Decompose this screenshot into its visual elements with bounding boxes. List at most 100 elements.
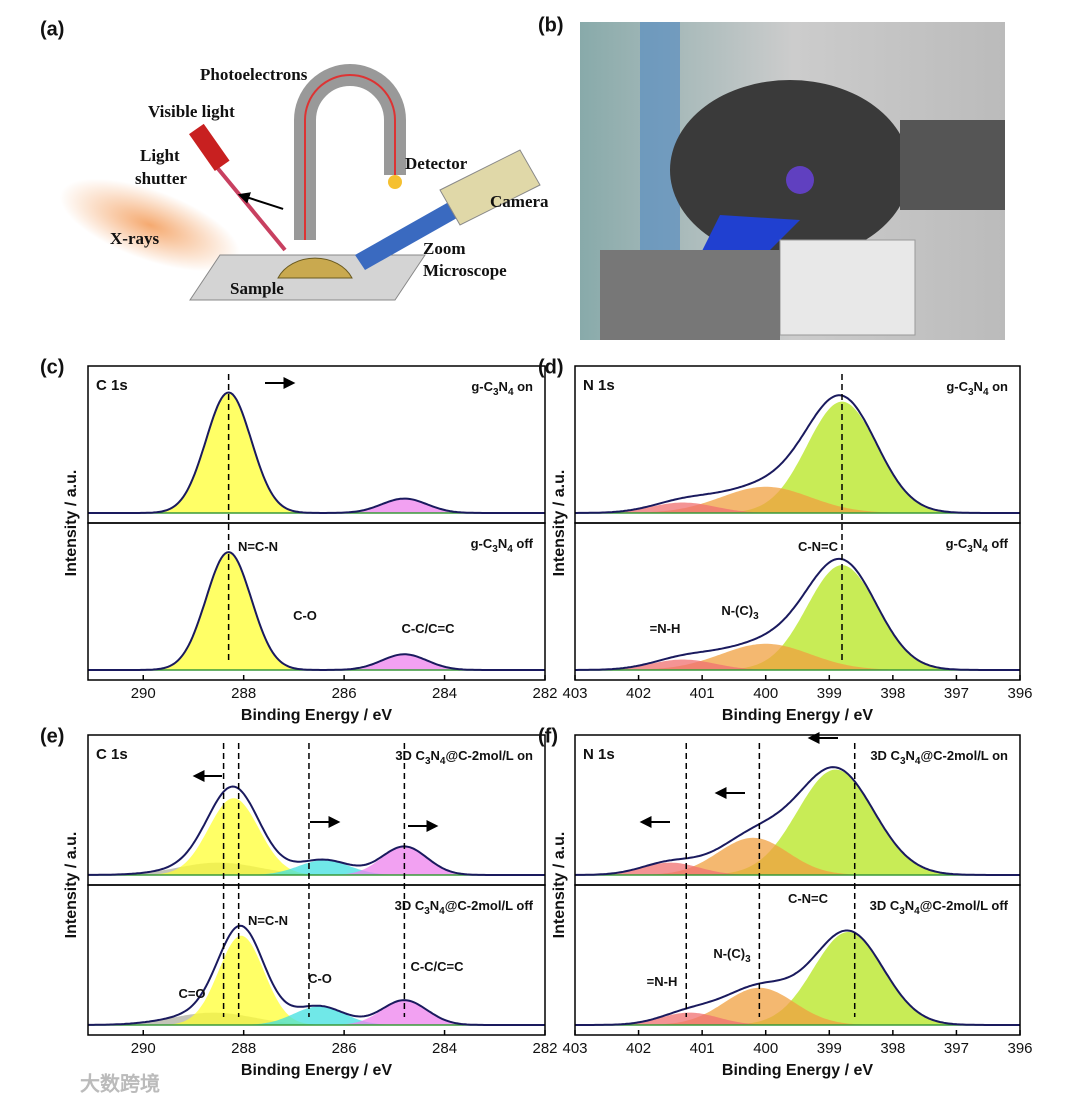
sample-label: 3D C3N4@C-2mol/L on [870, 748, 1008, 766]
analyzer-line [304, 74, 396, 240]
text-part: N-(C) [721, 603, 753, 618]
annotation: C-N=C [788, 891, 829, 906]
text-part: 4 [915, 756, 921, 767]
text-part: g-C [471, 536, 493, 551]
envelope [88, 924, 545, 1026]
annotation: C-O [293, 608, 317, 623]
schematic: (a) Photoelectrons Visible light Light s… [40, 18, 549, 301]
x-tick-label: 399 [817, 685, 842, 702]
text-part: 3 [425, 756, 431, 767]
annotation: N-(C)3 [721, 603, 759, 621]
panel-label: (e) [40, 725, 64, 747]
microscope [355, 190, 480, 270]
peak [575, 659, 1020, 670]
text-part: 3 [753, 611, 759, 622]
text-part: N [430, 898, 439, 913]
sample-label: g-C3N4 off [471, 536, 534, 554]
text-part: C-C/C=C [401, 621, 455, 636]
x-tick-label: 400 [753, 685, 778, 702]
peak [575, 502, 1020, 513]
label: X-rays [110, 229, 159, 248]
x-tick-label: 396 [1007, 1040, 1032, 1057]
y-axis-label: Intensity / a.u. [63, 470, 80, 577]
text-part: @C-2mol/L off [920, 898, 1009, 913]
peak [88, 846, 545, 875]
peak [88, 498, 545, 513]
peak [575, 643, 1020, 670]
text-part: 3 [967, 544, 973, 555]
sample-dome [277, 257, 353, 279]
label: Light [140, 146, 180, 165]
x-tick-label: 402 [626, 1040, 651, 1057]
light [213, 163, 287, 252]
annotation: C-C/C=C [401, 621, 455, 636]
annotation: =N-H [650, 621, 681, 636]
analyzer [294, 64, 406, 240]
annotation: N=C-N [238, 539, 278, 554]
text-part: C=O [178, 986, 205, 1001]
text-part: 4 [440, 756, 446, 767]
x-axis-label: Binding Energy / eV [241, 1062, 392, 1079]
text-part: =N-H [650, 621, 681, 636]
text-part: 4 [507, 544, 513, 555]
text-part: g-C [471, 379, 493, 394]
x-tick-label: 399 [817, 1040, 842, 1057]
y-axis-label: Intensity / a.u. [551, 832, 568, 939]
envelope [88, 391, 545, 514]
annotation: C-O [308, 971, 332, 986]
sample-label: g-C3N4 on [471, 379, 533, 397]
camera-body [439, 149, 541, 226]
text-part: 3 [968, 387, 974, 398]
x-tick-label: 403 [562, 685, 587, 702]
element-label: N 1s [583, 377, 615, 394]
axes-frame [574, 522, 1021, 681]
text-part: N=C-N [248, 913, 288, 928]
label: Detector [405, 154, 468, 173]
peak [575, 769, 1020, 875]
x-tick-label: 398 [880, 1040, 905, 1057]
peak [575, 987, 1020, 1025]
text-part: 4 [439, 906, 445, 917]
text-part: 4 [982, 544, 988, 555]
sample-label: g-C3N4 off [946, 536, 1009, 554]
x-tick-label: 397 [944, 1040, 969, 1057]
text-part: 4 [983, 387, 989, 398]
text-part: off [513, 536, 534, 551]
peak [575, 401, 1020, 513]
annotation: C-C/C=C [410, 959, 464, 974]
text-part: 3 [493, 387, 499, 398]
x-tick-label: 396 [1007, 685, 1032, 702]
sample-label: 3D C3N4@C-2mol/L off [870, 898, 1009, 916]
y-axis-label: Intensity / a.u. [63, 832, 80, 939]
text-part: 4 [508, 387, 514, 398]
detector-spot [388, 175, 402, 189]
text-part: C-N=C [788, 891, 829, 906]
label: Zoom [423, 239, 466, 258]
text-part: g-C [946, 536, 968, 551]
text-part: C-N=C [798, 539, 839, 554]
text-part: N [973, 536, 982, 551]
x-tick-label: 286 [332, 685, 357, 702]
controller [779, 239, 916, 336]
x-tick-label: 403 [562, 1040, 587, 1057]
text-part: N [906, 748, 915, 763]
annotation: =N-H [647, 974, 678, 989]
label: Camera [490, 192, 549, 211]
x-tick-label: 398 [880, 685, 905, 702]
envelope [88, 551, 545, 671]
x-axis-label: Binding Energy / eV [241, 707, 392, 724]
text-part: on [989, 379, 1009, 394]
text-part: 3D C [395, 748, 425, 763]
text-part: N [905, 898, 914, 913]
text-part: C-O [308, 971, 332, 986]
text-part: g-C [946, 379, 968, 394]
text-part: @C-2mol/L on [920, 748, 1008, 763]
peak [88, 552, 545, 670]
panel-label: (a) [40, 18, 64, 40]
text-part: 4 [914, 906, 920, 917]
annotation: C-N=C [798, 539, 839, 554]
peak [88, 860, 545, 875]
text-part: on [514, 379, 534, 394]
y-axis-label: Intensity / a.u. [551, 470, 568, 577]
x-tick-label: 286 [332, 1040, 357, 1057]
